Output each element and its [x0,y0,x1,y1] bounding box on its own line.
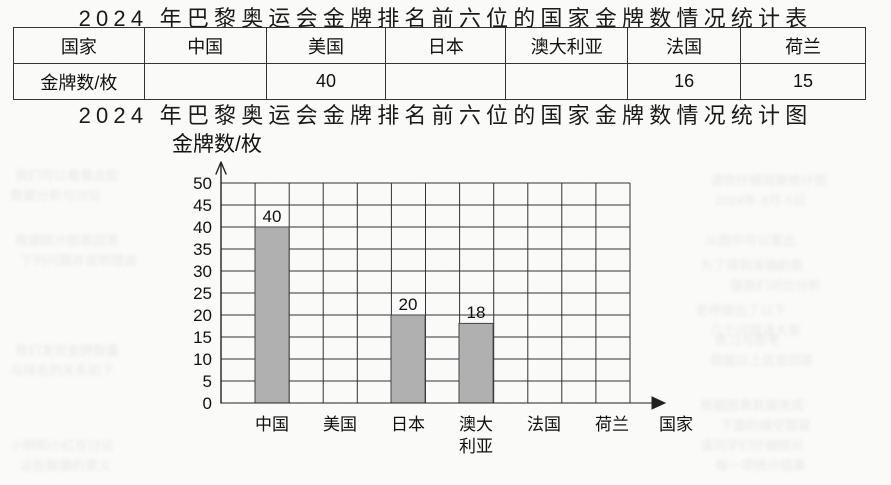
svg-text:18: 18 [467,303,486,322]
svg-text:40: 40 [263,207,282,226]
svg-text:35: 35 [193,240,212,259]
svg-text:日本: 日本 [391,415,425,434]
svg-text:10: 10 [193,350,212,369]
svg-text:0: 0 [203,394,212,413]
svg-text:法国: 法国 [527,415,561,434]
svg-text:25: 25 [193,284,212,303]
svg-text:15: 15 [193,328,212,347]
svg-text:美国: 美国 [323,415,357,434]
svg-text:30: 30 [193,262,212,281]
svg-text:国家: 国家 [659,415,693,434]
svg-text:50: 50 [193,174,212,193]
svg-text:利亚: 利亚 [459,437,493,456]
svg-text:45: 45 [193,196,212,215]
svg-text:40: 40 [193,218,212,237]
svg-text:20: 20 [399,295,418,314]
svg-text:20: 20 [193,306,212,325]
svg-text:中国: 中国 [255,415,289,434]
svg-text:5: 5 [203,372,212,391]
svg-text:荷兰: 荷兰 [595,415,629,434]
svg-text:澳大: 澳大 [459,415,493,434]
